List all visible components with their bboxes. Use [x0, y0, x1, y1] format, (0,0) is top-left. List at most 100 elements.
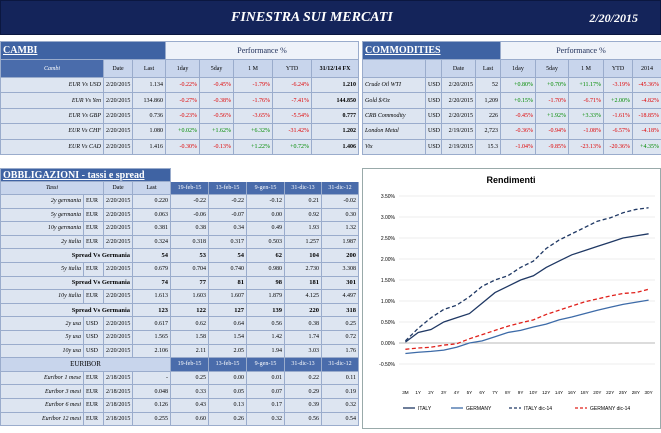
table-cell: 1.603	[171, 290, 209, 304]
table-cell: Vix	[363, 139, 426, 154]
table-cell: 5y usa	[1, 330, 84, 344]
table-cell: -0.22	[171, 195, 209, 209]
x-tick-label: 28Y	[632, 390, 640, 395]
table-cell: 2/20/2015	[104, 235, 133, 249]
table-cell: -	[133, 371, 171, 385]
table-cell: 181	[285, 276, 322, 290]
table-cell: 226	[476, 108, 501, 123]
x-tick-label: 4Y	[454, 390, 460, 395]
x-tick-label: 5Y	[467, 390, 473, 395]
table-cell: 144.850	[312, 93, 359, 108]
table-cell: 0.980	[247, 262, 285, 276]
table-cell: EUR	[84, 262, 104, 276]
table-cell: +3.33%	[569, 108, 604, 123]
x-tick-label: 10Y	[529, 390, 537, 395]
table-cell: 5day	[200, 60, 234, 78]
table-cell	[426, 60, 442, 78]
table-cell: Crude Oil WTI	[363, 78, 426, 93]
table-row: OBBLIGAZIONI - tassi e spread	[1, 169, 359, 182]
table-cell: 62	[247, 249, 285, 263]
table-cell: -45.36%	[633, 78, 661, 93]
chart-title: Rendimenti	[486, 175, 535, 185]
table-cell: 0.56	[247, 317, 285, 331]
table-cell: 301	[322, 276, 359, 290]
table-cell: Spread Vs Germania	[1, 303, 133, 317]
table-cell: -0.45%	[200, 78, 234, 93]
table-cell: Date	[104, 182, 133, 195]
table-cell: 1.210	[312, 78, 359, 93]
series-line	[405, 289, 648, 349]
table-cell: 0.62	[171, 317, 209, 331]
table-cell: 0.00	[209, 371, 247, 385]
table-cell: -4.18%	[633, 124, 661, 139]
table-cell: 2/20/2015	[104, 262, 133, 276]
x-tick-label: 3Y	[441, 390, 447, 395]
table-cell: -1.04%	[501, 139, 536, 154]
table-cell: 0.64	[209, 317, 247, 331]
table-cell: 0.29	[285, 385, 322, 399]
table-cell: 0.19	[322, 385, 359, 399]
table-cell: 0.07	[247, 385, 285, 399]
x-tick-label: 2Y	[428, 390, 434, 395]
table-cell: 2/20/2015	[104, 139, 133, 154]
legend-label: ITALY dic-14	[524, 406, 552, 412]
table-cell: EUR Vs USD	[1, 78, 104, 93]
table-cell: 31/12/14 FX	[312, 60, 359, 78]
table-cell: 2.05	[209, 344, 247, 358]
table-cell: 0.617	[133, 317, 171, 331]
table-cell: -5.54%	[273, 108, 312, 123]
table-cell: 1.416	[133, 139, 166, 154]
table-cell: -18.85%	[633, 108, 661, 123]
table-cell: EUR	[84, 222, 104, 236]
table-cell: 2/20/2015	[104, 208, 133, 222]
table-cell: USD	[426, 108, 442, 123]
table-cell: 0.38	[171, 222, 209, 236]
table-cell: 2/20/2015	[104, 78, 133, 93]
table-cell: 2/19/2015	[442, 139, 476, 154]
x-tick-label: 3M	[402, 390, 409, 395]
table-cell: 13-feb-15	[209, 182, 247, 195]
table-cell: EUR	[84, 371, 104, 385]
legend-label: GERMANY	[466, 406, 492, 412]
table-cell: 0.381	[133, 222, 171, 236]
table-cell: 1.080	[133, 124, 166, 139]
table-cell: 0.736	[133, 108, 166, 123]
table-cell: 1.607	[209, 290, 247, 304]
table-cell: EUR	[84, 385, 104, 399]
table-cell: -0.36%	[501, 124, 536, 139]
x-tick-label: 16Y	[568, 390, 576, 395]
table-cell: 0.01	[247, 371, 285, 385]
legend-label: ITALY	[418, 406, 432, 412]
table-cell: 2/20/2015	[104, 124, 133, 139]
table-cell: 0.33	[171, 385, 209, 399]
table-cell: -3.19%	[604, 78, 633, 93]
table-cell: -1.79%	[234, 78, 273, 93]
table-cell: Spread Vs Germania	[1, 249, 133, 263]
table-cell: -3.65%	[234, 108, 273, 123]
y-tick-label: -0.50%	[379, 362, 395, 368]
table-cell: -6.24%	[273, 78, 312, 93]
table-cell: +1.22%	[234, 139, 273, 154]
table-cell: 139	[247, 303, 285, 317]
table-cell: 1.94	[247, 344, 285, 358]
header-title: FINESTRA SUI MERCATI	[231, 10, 393, 26]
table-cell: 0.25	[322, 317, 359, 331]
table-cell: 2,723	[476, 124, 501, 139]
table-cell: 2/19/2015	[442, 124, 476, 139]
y-tick-label: 0.50%	[381, 320, 396, 326]
table-cell: 5y germania	[1, 208, 84, 222]
